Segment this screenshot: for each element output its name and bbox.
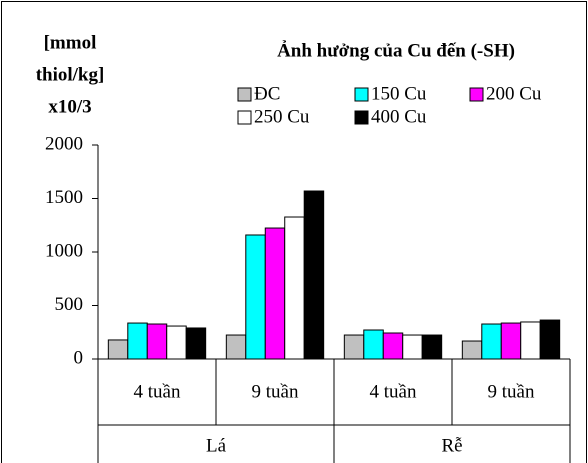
y-tick-label: 1500 xyxy=(45,187,83,208)
legend-swatch xyxy=(354,87,369,102)
x-tick-label: 4 tuần xyxy=(134,381,181,402)
bar xyxy=(185,327,207,360)
legend-swatch xyxy=(469,87,484,102)
bar xyxy=(382,332,404,360)
group-label: Rễ xyxy=(441,435,462,456)
group-label: Lá xyxy=(206,435,227,456)
y-tick-label: 1000 xyxy=(45,240,83,261)
bar xyxy=(245,234,266,360)
bar xyxy=(343,334,365,360)
legend-label: 250 Cu xyxy=(254,106,310,127)
bar xyxy=(539,319,561,360)
bar xyxy=(481,323,502,360)
bar xyxy=(303,190,325,360)
legend-label: 150 Cu xyxy=(371,83,427,104)
legend-label: 200 Cu xyxy=(486,83,542,104)
x-tick-label: 4 tuần xyxy=(370,381,417,402)
bar xyxy=(461,340,483,360)
bar xyxy=(264,227,286,360)
bar xyxy=(421,334,443,360)
legend-swatch xyxy=(354,110,369,125)
x-tick-label: 9 tuần xyxy=(252,381,299,402)
legend-swatch xyxy=(237,87,252,102)
bar xyxy=(166,325,187,360)
y-tick-label: 2000 xyxy=(45,133,83,154)
bar xyxy=(107,339,129,360)
y-axis-label: thiol/kg] xyxy=(36,64,105,85)
legend-swatch xyxy=(237,110,252,125)
bar xyxy=(127,322,148,360)
bar xyxy=(225,334,247,360)
bar xyxy=(500,322,522,360)
y-axis-label: x10/3 xyxy=(48,96,91,117)
bar xyxy=(363,329,384,360)
bar xyxy=(284,216,305,360)
bar xyxy=(146,323,168,360)
legend-label: ĐC xyxy=(254,83,280,104)
bar xyxy=(520,321,541,360)
x-tick-label: 9 tuần xyxy=(488,381,535,402)
legend-label: 400 Cu xyxy=(371,106,427,127)
y-tick-label: 500 xyxy=(55,294,84,315)
bar xyxy=(402,334,423,360)
y-tick-label: 0 xyxy=(74,347,84,368)
y-axis-label: [mmol xyxy=(44,32,97,53)
chart-title: Ảnh hưởng của Cu đến (-SH) xyxy=(277,40,515,61)
